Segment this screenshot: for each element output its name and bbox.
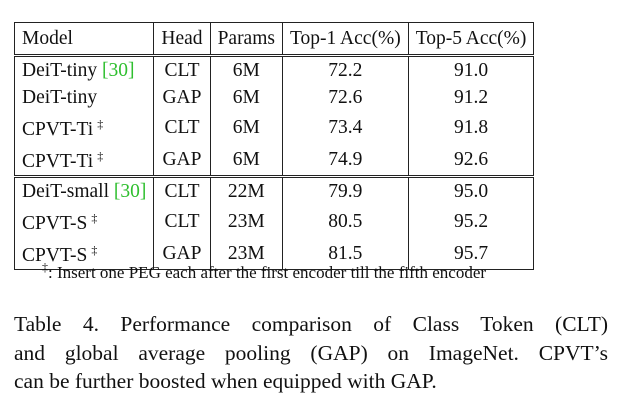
- header-cell: Model: [13, 22, 155, 57]
- model-cell: DeiT-tiny [30]: [13, 55, 155, 84]
- table-row: DeiT-tiny GAP 6M 72.6 91.2: [13, 84, 535, 111]
- header-row: Model Head Params Top-1 Acc(%) Top-5 Acc(%): [13, 22, 535, 57]
- model-cell: CPVT-Ti ‡: [13, 143, 155, 178]
- top1-cell: 73.4: [281, 111, 409, 143]
- top1-cell: 80.5: [281, 205, 409, 237]
- model-cell: DeiT-small [30]: [13, 176, 155, 205]
- top1-cell: 74.9: [281, 143, 409, 178]
- head-cell: GAP: [153, 237, 211, 270]
- head-cell: CLT: [153, 111, 211, 143]
- top5-cell: 91.8: [407, 111, 535, 143]
- footnote: ‡: Insert one PEG each after the first e…: [42, 260, 486, 283]
- top1-cell: 72.6: [281, 84, 409, 111]
- footnote-mark: ‡: [91, 211, 98, 225]
- head-cell: GAP: [153, 84, 211, 111]
- footnote-text: : Insert one PEG each after the first en…: [48, 263, 487, 282]
- table-body: DeiT-tiny [30] CLT 6M 72.2 91.0 DeiT-tiny GAP 6…: [13, 55, 535, 270]
- header-cell: Top-5 Acc(%): [407, 22, 535, 57]
- table-row: CPVT-Ti ‡ CLT 6M 73.4 91.8: [13, 111, 535, 143]
- head-cell: CLT: [153, 176, 211, 205]
- params-cell: 23M: [209, 237, 283, 270]
- table-row: DeiT-tiny [30] CLT 6M 72.2 91.0: [13, 55, 535, 84]
- top5-cell: 91.0: [407, 55, 535, 84]
- top5-cell: 92.6: [407, 143, 535, 178]
- params-cell: 6M: [209, 84, 283, 111]
- footnote-mark: ‡: [97, 149, 104, 163]
- params-cell: 6M: [209, 143, 283, 178]
- model-cell: CPVT-S ‡: [13, 237, 155, 270]
- top5-cell: 91.2: [407, 84, 535, 111]
- model-cell: CPVT-Ti ‡: [13, 111, 155, 143]
- model-name: DeiT-small: [22, 181, 110, 202]
- head-cell: GAP: [153, 143, 211, 178]
- caption-line: Table 4. Performance comparison of Class…: [14, 312, 608, 336]
- params-cell: 22M: [209, 176, 283, 205]
- footnote-mark: ‡: [42, 260, 48, 274]
- model-name: CPVT-S: [22, 245, 88, 266]
- footnote-mark: ‡: [97, 117, 104, 131]
- model-name: CPVT-Ti: [22, 119, 94, 140]
- top1-cell: 79.9: [281, 176, 409, 205]
- top5-cell: 95.0: [407, 176, 535, 205]
- results-table: Model Head Params Top-1 Acc(%) Top-5 Acc(%) …: [13, 22, 535, 270]
- model-name: CPVT-Ti: [22, 151, 94, 172]
- head-cell: CLT: [153, 205, 211, 237]
- table-row: CPVT-S ‡ CLT 23M 80.5 95.2: [13, 205, 535, 237]
- params-cell: 6M: [209, 55, 283, 84]
- params-cell: 23M: [209, 205, 283, 237]
- citation: [30]: [101, 60, 135, 81]
- header-cell: Head: [153, 22, 211, 57]
- caption: Table 4. Performance comparison of Class…: [14, 310, 608, 396]
- caption-line: can be further boosted when equipped wit…: [14, 369, 437, 393]
- table-row: DeiT-small [30] CLT 22M 79.9 95.0: [13, 176, 535, 205]
- top5-cell: 95.7: [407, 237, 535, 270]
- model-name: CPVT-S: [22, 213, 88, 234]
- top5-cell: 95.2: [407, 205, 535, 237]
- table-row: CPVT-Ti ‡ GAP 6M 74.9 92.6: [13, 143, 535, 178]
- head-cell: CLT: [153, 55, 211, 84]
- header-cell: Params: [209, 22, 283, 57]
- caption-line: and global average pooling (GAP) on Imag…: [14, 340, 608, 365]
- header-cell: Top-1 Acc(%): [281, 22, 409, 57]
- model-name: DeiT-tiny: [22, 60, 98, 81]
- footnote-mark: ‡: [91, 243, 98, 257]
- params-cell: 6M: [209, 111, 283, 143]
- top1-cell: 72.2: [281, 55, 409, 84]
- citation: [30]: [113, 181, 147, 202]
- model-cell: DeiT-tiny: [13, 84, 155, 111]
- model-cell: CPVT-S ‡: [13, 205, 155, 237]
- model-name: DeiT-tiny: [22, 87, 98, 108]
- table-row: CPVT-S ‡ GAP 23M 81.5 95.7: [13, 237, 535, 270]
